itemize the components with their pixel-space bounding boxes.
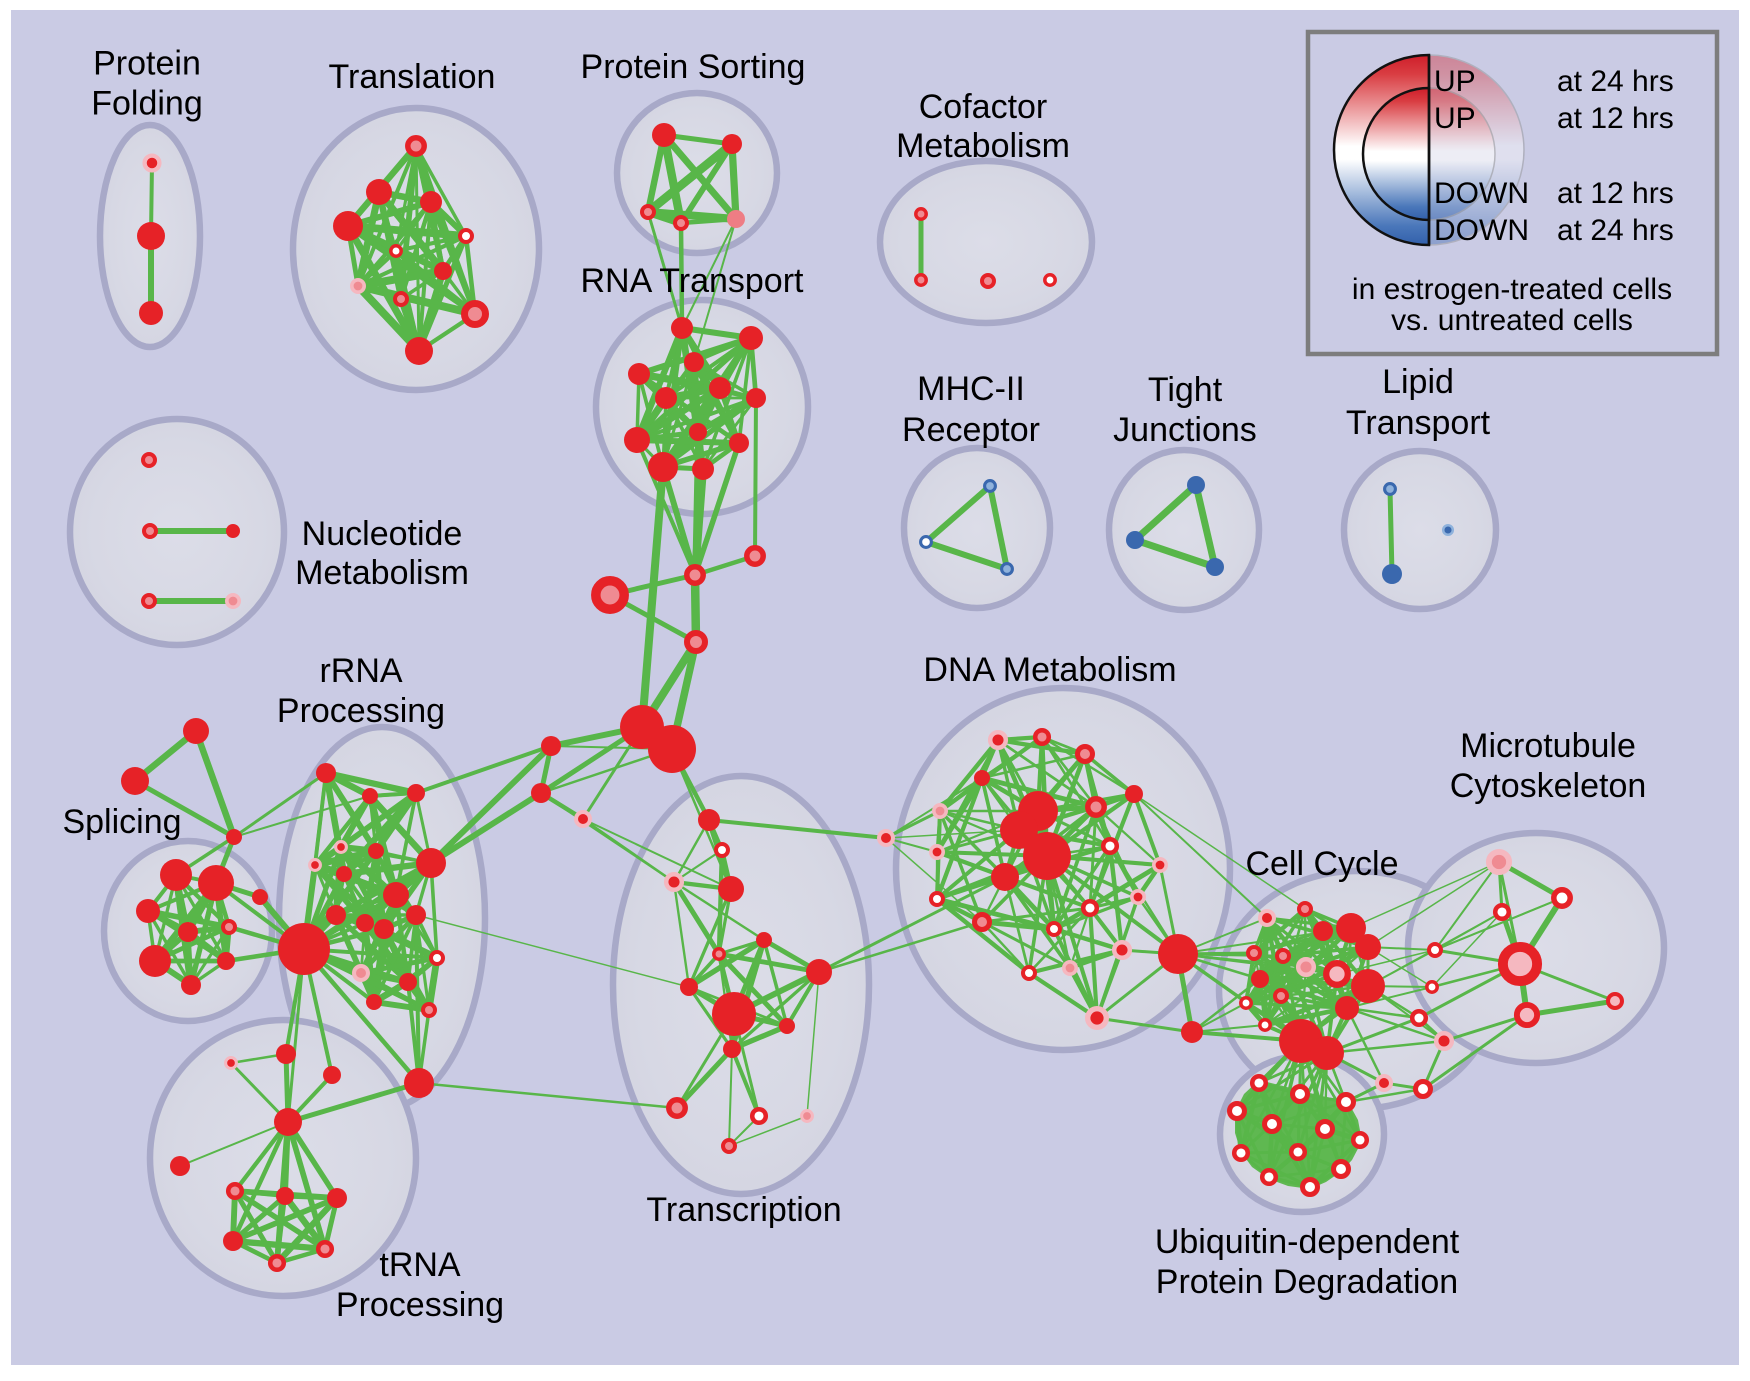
svg-text:Protein Sorting: Protein Sorting	[581, 48, 806, 86]
svg-text:Junctions: Junctions	[1113, 411, 1257, 449]
svg-text:Lipid: Lipid	[1382, 363, 1454, 401]
svg-text:rRNA: rRNA	[319, 652, 402, 690]
svg-text:Transcription: Transcription	[646, 1191, 841, 1229]
svg-text:Receptor: Receptor	[902, 411, 1040, 449]
svg-text:Ubiquitin-dependent: Ubiquitin-dependent	[1155, 1223, 1460, 1261]
svg-text:Tight: Tight	[1148, 371, 1223, 409]
svg-text:Metabolism: Metabolism	[295, 554, 469, 592]
svg-text:Metabolism: Metabolism	[896, 127, 1070, 165]
svg-text:Protein: Protein	[93, 45, 201, 83]
svg-text:Processing: Processing	[336, 1286, 504, 1324]
svg-text:Cell Cycle: Cell Cycle	[1245, 845, 1398, 883]
svg-text:UP: UP	[1434, 102, 1476, 135]
svg-text:Cytoskeleton: Cytoskeleton	[1450, 767, 1647, 805]
svg-text:Transport: Transport	[1346, 404, 1491, 442]
svg-text:Splicing: Splicing	[62, 803, 181, 841]
svg-text:at 12 hrs: at 12 hrs	[1557, 102, 1674, 135]
svg-text:Folding: Folding	[91, 85, 203, 123]
svg-text:Translation: Translation	[329, 58, 496, 96]
svg-text:tRNA: tRNA	[379, 1246, 461, 1284]
svg-text:DOWN: DOWN	[1434, 177, 1529, 210]
svg-text:Nucleotide: Nucleotide	[302, 515, 463, 553]
svg-text:Microtubule: Microtubule	[1460, 727, 1636, 765]
svg-text:MHC-II: MHC-II	[917, 370, 1025, 408]
svg-text:Cofactor: Cofactor	[919, 88, 1048, 126]
svg-text:at 12 hrs: at 12 hrs	[1557, 177, 1674, 210]
svg-text:at 24 hrs: at 24 hrs	[1557, 214, 1674, 247]
svg-text:DNA Metabolism: DNA Metabolism	[923, 651, 1176, 689]
svg-text:DOWN: DOWN	[1434, 214, 1529, 247]
svg-text:Processing: Processing	[277, 692, 445, 730]
svg-text:Protein Degradation: Protein Degradation	[1156, 1263, 1458, 1301]
svg-text:UP: UP	[1434, 65, 1476, 98]
svg-text:vs. untreated cells: vs. untreated cells	[1391, 304, 1633, 337]
svg-text:in estrogen-treated cells: in estrogen-treated cells	[1352, 273, 1672, 306]
svg-text:at 24 hrs: at 24 hrs	[1557, 65, 1674, 98]
svg-text:RNA Transport: RNA Transport	[581, 262, 805, 300]
